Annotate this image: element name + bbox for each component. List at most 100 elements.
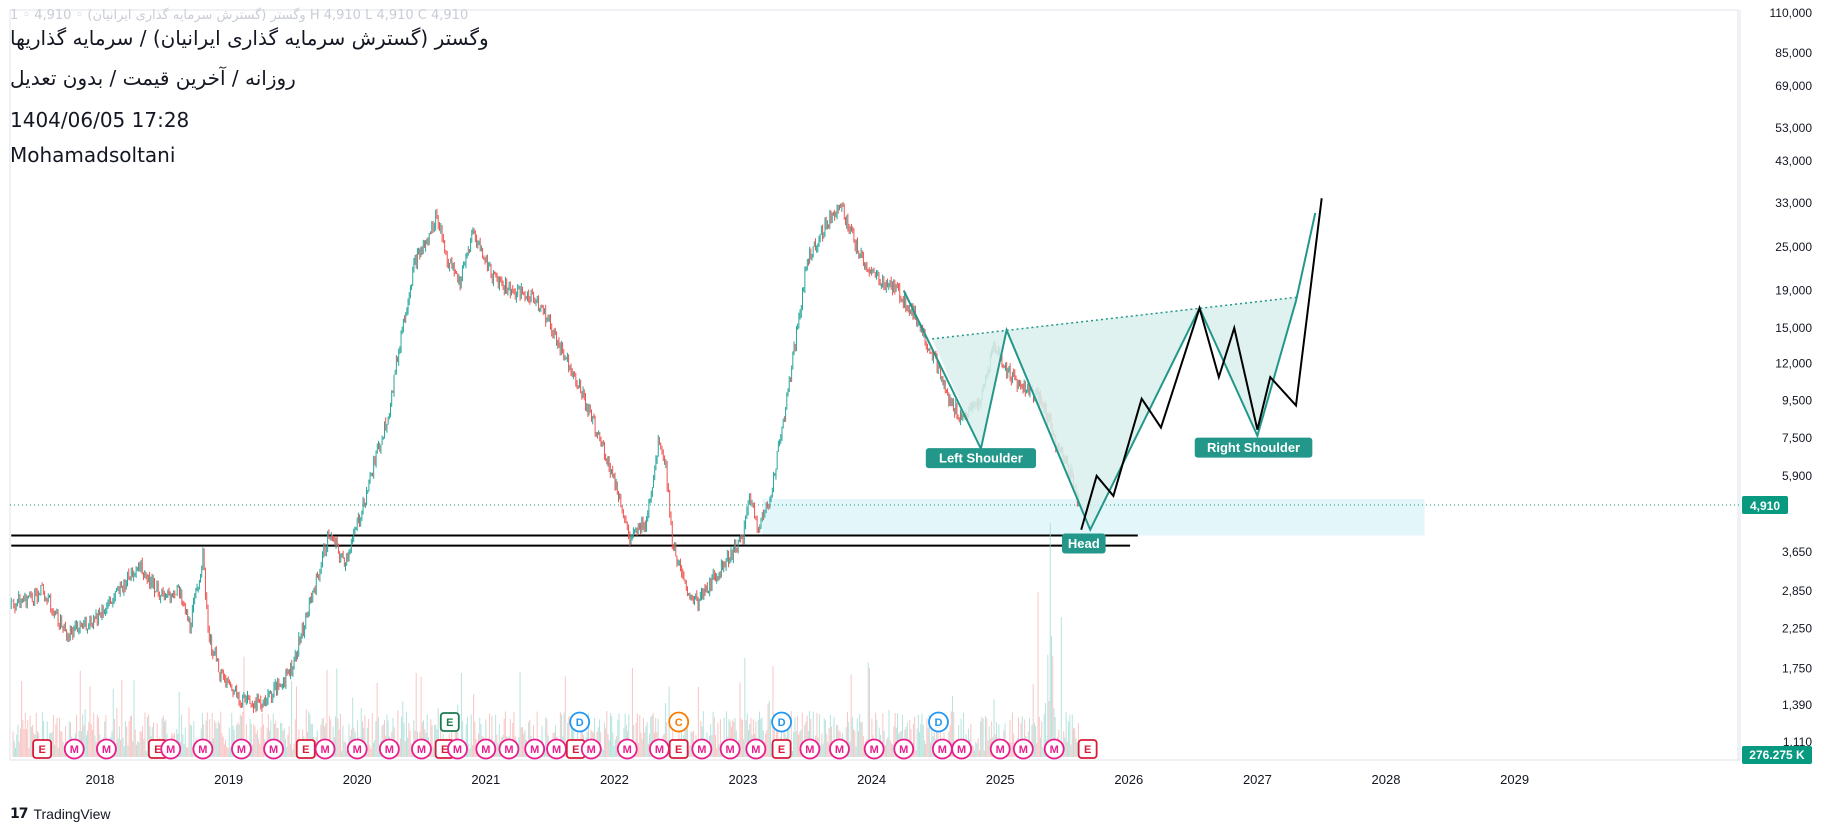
volume-bar bbox=[561, 714, 563, 757]
event-marker-m[interactable]: M bbox=[893, 738, 915, 760]
volume-bar bbox=[330, 719, 332, 757]
event-marker-m[interactable]: M bbox=[1012, 738, 1034, 760]
event-marker-m[interactable]: M bbox=[447, 738, 468, 760]
volume-bar bbox=[12, 731, 14, 757]
volume-bar bbox=[823, 718, 825, 757]
volume-bar bbox=[613, 746, 615, 757]
event-marker-m[interactable]: M bbox=[951, 738, 973, 760]
event-marker-e[interactable]: E bbox=[668, 739, 689, 759]
event-marker-m[interactable]: M bbox=[263, 738, 285, 760]
event-marker-m[interactable]: M bbox=[1043, 738, 1065, 760]
volume-bar bbox=[231, 712, 233, 757]
volume-bar bbox=[794, 717, 796, 757]
event-marker-e[interactable]: E bbox=[32, 739, 53, 759]
volume-bar bbox=[364, 715, 366, 757]
volume-bar bbox=[759, 711, 761, 757]
event-marker-shape bbox=[799, 738, 821, 760]
volume-bar bbox=[652, 712, 654, 757]
tradingview-logo-icon: 17 bbox=[10, 806, 29, 822]
event-marker-m[interactable]: M bbox=[719, 738, 741, 760]
volume-bar bbox=[963, 712, 965, 757]
event-marker-m[interactable]: M bbox=[63, 738, 85, 760]
volume-bar bbox=[209, 719, 211, 757]
event-marker-m[interactable]: M bbox=[411, 738, 432, 760]
event-marker-m[interactable]: M bbox=[346, 738, 368, 760]
event-marker-m[interactable]: M bbox=[475, 738, 497, 760]
event-marker-m[interactable]: M bbox=[649, 738, 670, 760]
event-marker-m[interactable]: M bbox=[799, 738, 821, 760]
event-marker-m[interactable]: M bbox=[314, 738, 336, 760]
y-tick-label: 69,000 bbox=[1775, 79, 1812, 93]
volume-bar bbox=[915, 750, 917, 757]
event-marker-letter: M bbox=[697, 744, 706, 756]
volume-bar bbox=[936, 717, 938, 757]
event-marker-d[interactable]: D bbox=[928, 711, 949, 733]
event-marker-m[interactable]: M bbox=[524, 738, 546, 760]
volume-bar bbox=[225, 739, 227, 757]
volume-bar bbox=[29, 715, 31, 757]
volume-bar bbox=[697, 686, 699, 757]
event-marker-m[interactable]: M bbox=[498, 738, 520, 760]
event-marker-shape bbox=[928, 711, 949, 733]
volume-bar bbox=[24, 712, 26, 757]
event-marker-e[interactable]: E bbox=[295, 739, 316, 759]
event-marker-m[interactable]: M bbox=[192, 738, 214, 760]
volume-bar bbox=[761, 717, 763, 757]
event-marker-m[interactable]: M bbox=[745, 738, 767, 760]
volume-bar bbox=[56, 717, 58, 757]
volume-bar bbox=[790, 711, 792, 757]
volume-bar bbox=[142, 726, 144, 757]
event-marker-e[interactable]: E bbox=[439, 712, 460, 732]
event-marker-m[interactable]: M bbox=[863, 738, 885, 760]
volume-bar bbox=[474, 721, 476, 757]
event-marker-m[interactable]: M bbox=[616, 738, 638, 760]
event-marker-m[interactable]: M bbox=[580, 738, 602, 760]
event-marker-m[interactable]: M bbox=[378, 738, 400, 760]
volume-bar bbox=[773, 713, 775, 757]
volume-bar bbox=[55, 724, 57, 757]
y-tick-label: 19,000 bbox=[1775, 284, 1812, 298]
volume-bar bbox=[293, 743, 295, 757]
volume-bar bbox=[743, 739, 745, 757]
event-marker-c[interactable]: C bbox=[668, 711, 690, 733]
volume-bar bbox=[1074, 728, 1076, 757]
volume-bar bbox=[894, 713, 896, 757]
last-price-badge bbox=[1742, 495, 1788, 514]
event-marker-e[interactable]: E bbox=[1077, 739, 1098, 759]
event-marker-m[interactable]: M bbox=[231, 738, 252, 760]
event-marker-m[interactable]: M bbox=[546, 738, 567, 760]
volume-bar bbox=[607, 733, 609, 757]
volume-bar bbox=[712, 711, 714, 757]
volume-bar bbox=[134, 729, 136, 757]
event-marker-m[interactable]: M bbox=[96, 738, 117, 760]
volume-bar bbox=[601, 747, 603, 757]
volume-bar bbox=[243, 656, 245, 757]
volume-bar bbox=[991, 721, 993, 757]
event-marker-m[interactable]: M bbox=[160, 738, 182, 760]
volume-bar bbox=[528, 722, 530, 757]
event-marker-shape bbox=[989, 738, 1011, 760]
volume-bar bbox=[888, 709, 890, 757]
volume-bar bbox=[650, 716, 652, 757]
event-marker-m[interactable]: M bbox=[691, 738, 713, 760]
volume-bar bbox=[215, 722, 217, 757]
volume-bar bbox=[473, 694, 475, 757]
volume-bar bbox=[826, 733, 828, 757]
volume-bar bbox=[228, 727, 230, 757]
event-marker-e[interactable]: E bbox=[771, 739, 792, 759]
volume-bar bbox=[124, 721, 126, 757]
volume-bar bbox=[749, 723, 751, 757]
event-marker-m[interactable]: M bbox=[931, 738, 953, 760]
event-marker-d[interactable]: D bbox=[771, 711, 792, 733]
event-marker-shape bbox=[951, 738, 973, 760]
volume-bar bbox=[335, 716, 337, 757]
event-marker-m[interactable]: M bbox=[989, 738, 1011, 760]
volume-bar bbox=[219, 723, 221, 757]
volume-bar bbox=[267, 714, 269, 757]
event-marker-m[interactable]: M bbox=[829, 738, 850, 760]
volume-bar bbox=[43, 721, 45, 757]
event-marker-d[interactable]: D bbox=[569, 711, 591, 733]
pattern-label-text: Left Shoulder bbox=[939, 451, 1023, 466]
volume-bar bbox=[800, 729, 802, 757]
